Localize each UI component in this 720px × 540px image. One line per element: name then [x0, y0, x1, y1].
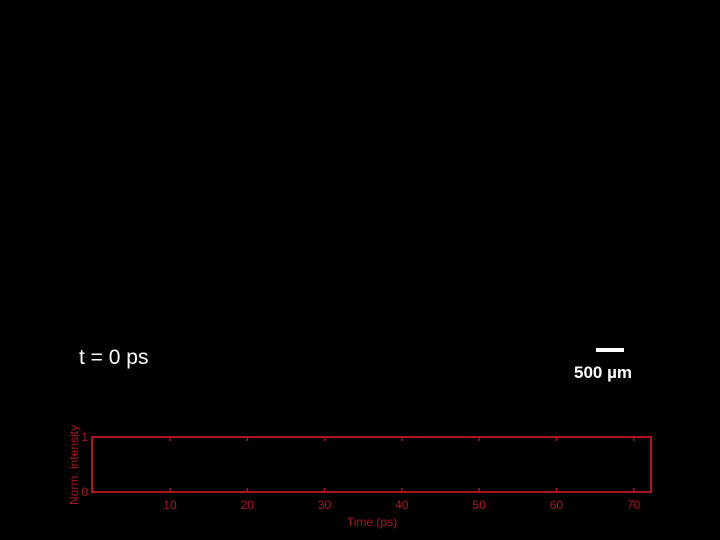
scale-bar-label: 500 µm: [574, 363, 632, 382]
x-tick-label: 70: [627, 498, 641, 512]
x-tick-label: 20: [241, 498, 255, 512]
y-axis-label: Norm. intensity: [67, 425, 81, 505]
y-tick-label: 0: [81, 485, 88, 499]
x-tick-label: 50: [472, 498, 486, 512]
time-label: t = 0 ps: [79, 346, 149, 369]
x-tick-label: 10: [163, 498, 177, 512]
plot-frame: [91, 436, 652, 493]
scale-bar: [596, 348, 624, 352]
x-tick-label: 30: [318, 498, 332, 512]
y-tick-label: 1: [81, 430, 88, 444]
x-axis-label: Time (ps): [347, 515, 397, 529]
microscopy-image: [70, 0, 652, 420]
x-tick-label: 60: [550, 498, 564, 512]
x-tick-label: 40: [395, 498, 409, 512]
